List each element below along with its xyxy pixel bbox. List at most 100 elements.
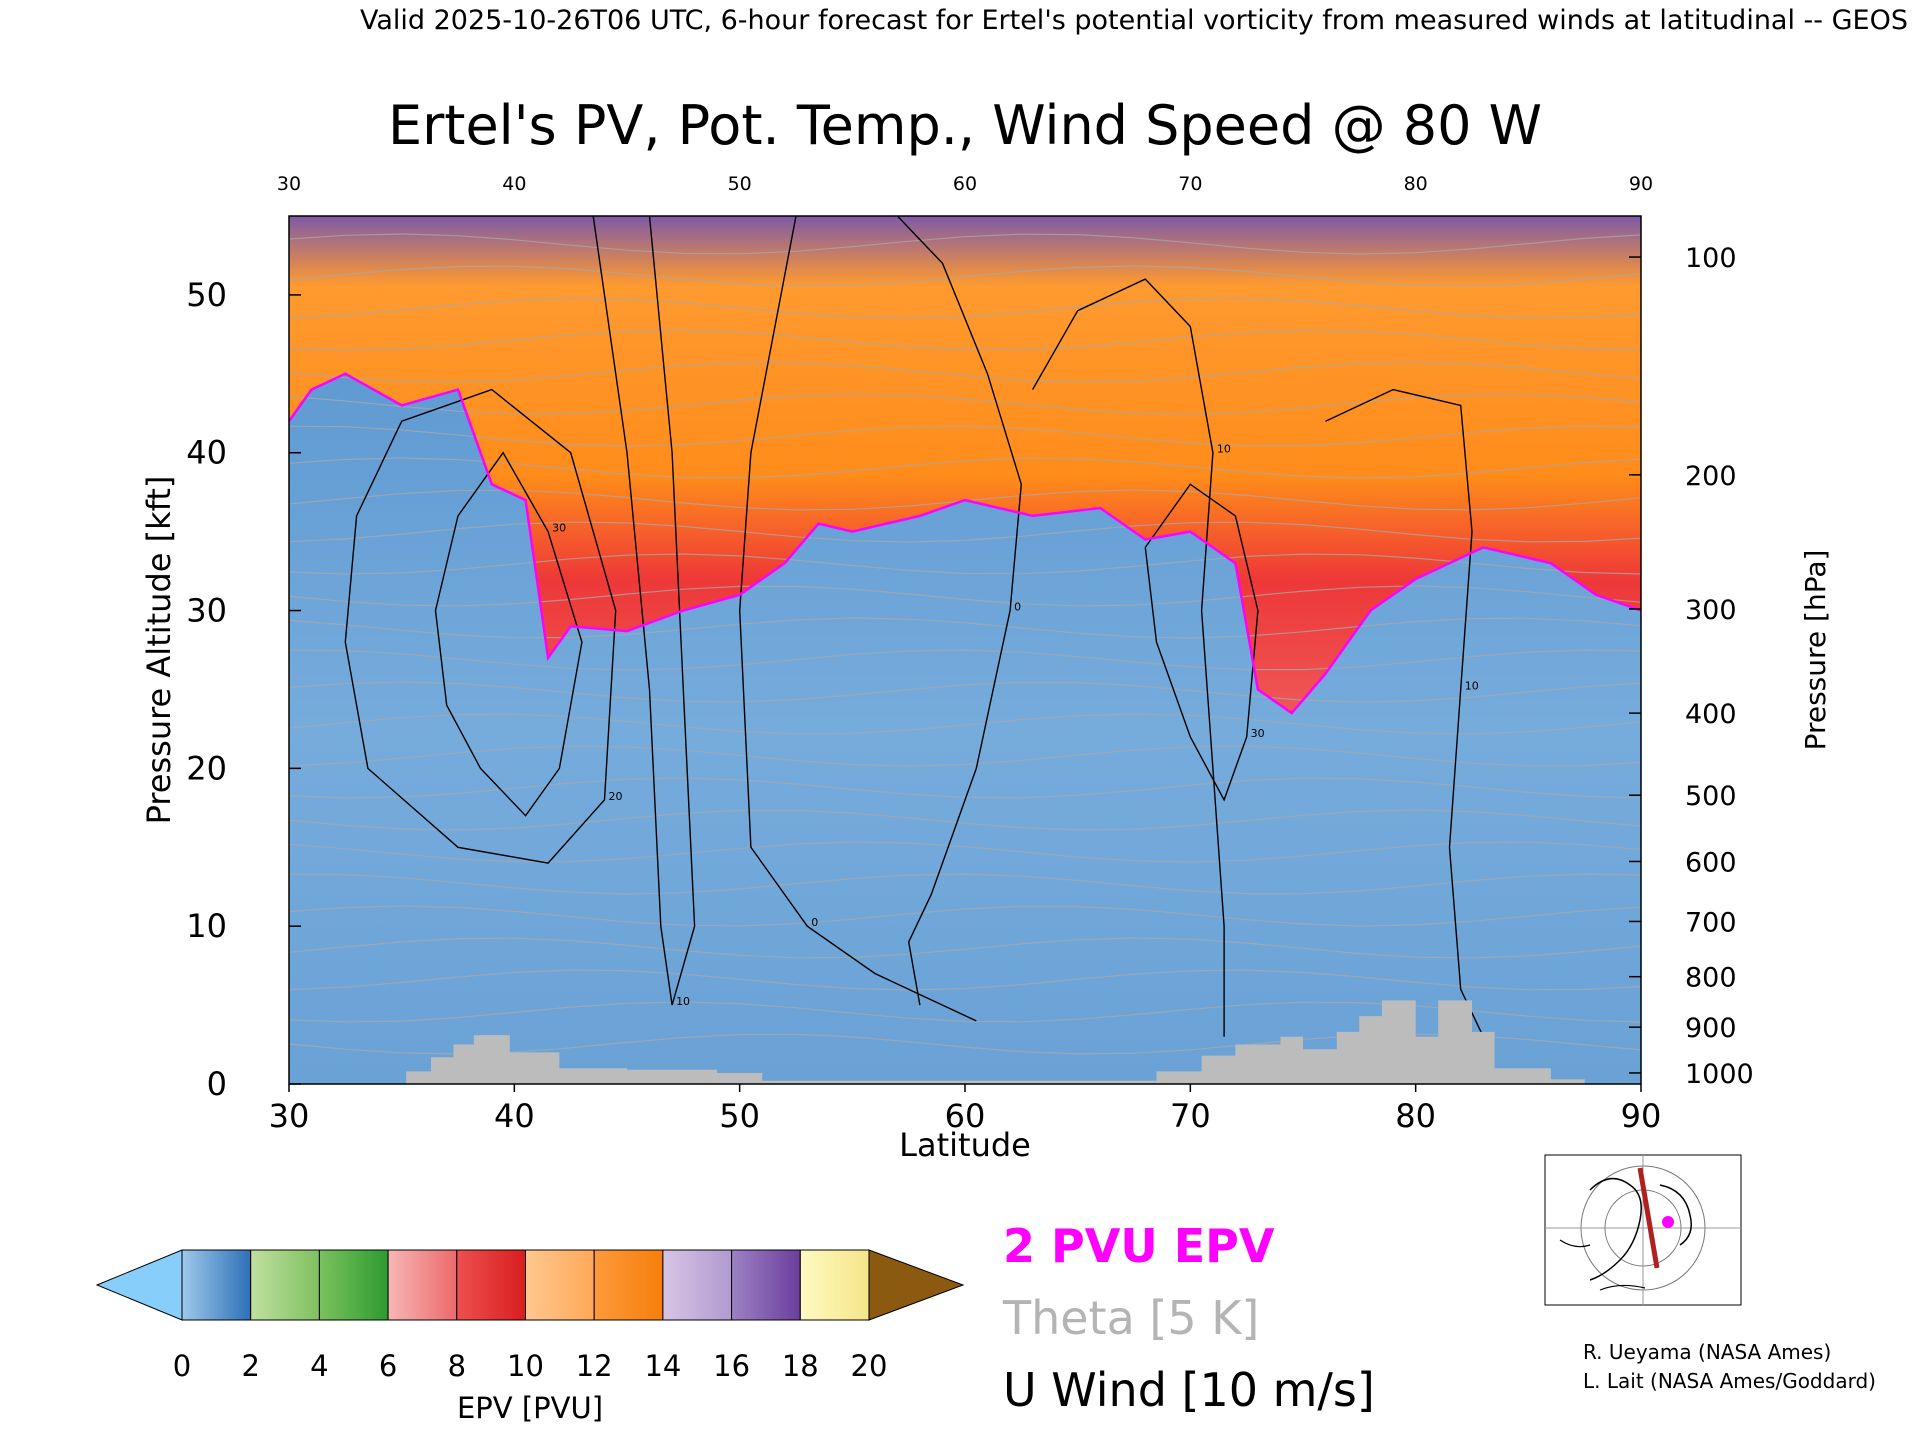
axes: 3030404050506060707080809090010203040501… (186, 173, 1753, 1135)
pressure-tick-label: 100 (1685, 243, 1737, 274)
location-map-inset (1544, 1154, 1742, 1306)
pressure-tick-label: 700 (1685, 907, 1737, 938)
colorbar-tick-label: 14 (644, 1349, 681, 1383)
y-tick-label: 10 (186, 907, 227, 945)
colorbar-segment (593, 1249, 664, 1321)
top-tick-label: 60 (953, 173, 977, 195)
x-tick-label: 90 (1621, 1097, 1662, 1135)
colorbar-segment (387, 1249, 458, 1321)
x-tick-label: 50 (719, 1097, 760, 1135)
wind-contour-line (592, 216, 696, 1006)
pressure-tick-label: 1000 (1685, 1059, 1754, 1090)
theta-line (289, 777, 1641, 799)
location-dot (1662, 1216, 1674, 1228)
colorbar-tick-label: 4 (310, 1349, 328, 1383)
x-tick-label: 60 (945, 1097, 986, 1135)
top-tick-label: 90 (1629, 173, 1653, 195)
pressure-tick-label: 300 (1685, 595, 1737, 626)
top-tick-label: 70 (1178, 173, 1202, 195)
x-tick-label: 30 (269, 1097, 310, 1135)
wind-contour-label: 10 (1465, 679, 1479, 692)
wind-contour-label: 0 (1014, 601, 1021, 614)
wind-contour-line (896, 216, 1023, 1006)
colorbar-tick-label: 18 (782, 1349, 819, 1383)
theta-line (289, 585, 1641, 607)
troposphere-fill (289, 373, 1641, 1084)
top-tick-label: 30 (277, 173, 301, 195)
wind-contour-label: 30 (552, 522, 566, 535)
theta-line (289, 521, 1641, 543)
wind-contour-label: 30 (1251, 727, 1265, 740)
y-tick-label: 30 (186, 592, 227, 630)
theta-line (289, 745, 1641, 767)
colorbar-tick-label: 20 (851, 1349, 888, 1383)
pressure-tick-label: 800 (1685, 963, 1737, 994)
wind-contour-label: 0 (811, 916, 818, 929)
legend-theta: Theta [5 K] (1002, 1291, 1259, 1345)
theta-line (289, 425, 1641, 447)
y-tick-label: 50 (186, 276, 227, 314)
x-axis-label: Latitude (899, 1126, 1031, 1164)
theta-line (289, 393, 1641, 415)
colorbar-segment (456, 1249, 526, 1321)
theta-line (289, 841, 1641, 863)
theta-line (289, 937, 1641, 959)
colorbar-tick-label: 16 (713, 1349, 750, 1383)
top-tick-label: 80 (1404, 173, 1428, 195)
terrain (289, 1000, 1641, 1084)
theta-line (289, 905, 1641, 927)
colorbar-segment (181, 1249, 252, 1321)
theta-line (289, 361, 1641, 383)
wind-contour-line (1031, 278, 1225, 1037)
theta-line (289, 809, 1641, 831)
top-tick-label: 40 (502, 173, 526, 195)
credit-1: R. Ueyama (NASA Ames) (1583, 1340, 1831, 1364)
colorbar-tick-label: 2 (241, 1349, 259, 1383)
wind-contours: 30 20 10 0 0 10 10 30 (344, 216, 1484, 1038)
theta-line (289, 265, 1641, 287)
top-tick-label: 50 (728, 173, 752, 195)
theta-line (289, 553, 1641, 575)
legend-2pvu: 2 PVU EPV (1003, 1219, 1275, 1273)
tropopause-2pvu-line (289, 372, 1641, 715)
wind-contour-line (1144, 483, 1259, 802)
y-tick-label: 40 (186, 434, 227, 472)
y-axis-label-right: Pressure [hPa] (1799, 550, 1832, 751)
epv-colorbar: 0 2 4 6 8 10 12 14 16 18 20 (95, 1249, 965, 1383)
colorbar-tick-label: 8 (448, 1349, 466, 1383)
wind-contour-label: 10 (676, 995, 690, 1008)
colorbar-tick-label: 12 (576, 1349, 613, 1383)
wind-contour-line (738, 216, 977, 1022)
colorbar-over-triangle (868, 1249, 965, 1321)
theta-line (289, 617, 1641, 639)
theta-line (289, 873, 1641, 895)
colorbar-segment (318, 1249, 389, 1321)
legend-u-wind: U Wind [10 m/s] (1003, 1363, 1375, 1417)
theta-contours (289, 233, 1641, 1055)
pressure-tick-label: 200 (1685, 461, 1737, 492)
colorbar-segment (799, 1249, 870, 1321)
colorbar-segment (525, 1249, 595, 1321)
theta-line (289, 233, 1641, 255)
theta-line (289, 457, 1641, 479)
colorbar-tick-label: 10 (507, 1349, 544, 1383)
pressure-tick-label: 500 (1685, 781, 1737, 812)
theta-line (289, 713, 1641, 735)
wind-contour-line (1325, 388, 1484, 1038)
y-tick-label: 20 (186, 749, 227, 787)
colorbar-tick-label: 0 (173, 1349, 191, 1383)
wind-contour-label: 10 (1217, 443, 1231, 456)
theta-line (289, 329, 1641, 351)
y-axis-label-left: Pressure Altitude [kft] (140, 476, 178, 825)
theta-line (289, 297, 1641, 319)
x-tick-label: 70 (1170, 1097, 1211, 1135)
colorbar-tick-label: 6 (379, 1349, 397, 1383)
pressure-tick-label: 900 (1685, 1013, 1737, 1044)
theta-line (289, 681, 1641, 703)
colorbar-segment (662, 1249, 733, 1321)
colorbar-label: EPV [PVU] (457, 1391, 603, 1425)
chart-title: Ertel's PV, Pot. Temp., Wind Speed @ 80 … (388, 94, 1542, 157)
colorbar-segment (250, 1249, 320, 1321)
y-tick-label: 0 (207, 1065, 227, 1103)
